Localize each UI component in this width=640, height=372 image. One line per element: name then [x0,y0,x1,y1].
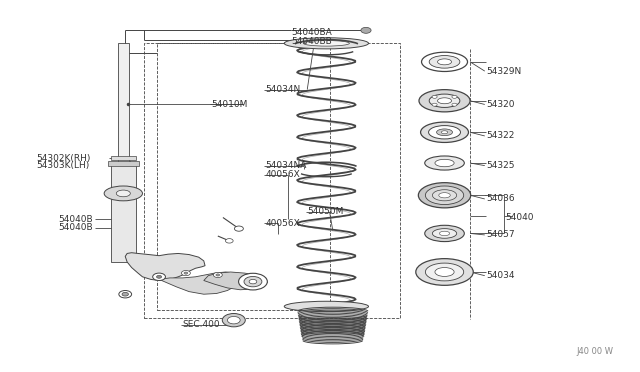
Ellipse shape [442,131,448,134]
Text: 54034N: 54034N [266,85,301,94]
Circle shape [432,95,437,98]
Circle shape [153,273,166,280]
Polygon shape [204,272,268,290]
Circle shape [119,291,132,298]
Circle shape [181,270,190,276]
Circle shape [157,275,162,278]
Ellipse shape [419,183,470,208]
Bar [111,162,136,262]
Circle shape [452,103,457,106]
Ellipse shape [426,186,464,205]
Circle shape [227,317,240,324]
Text: 54040: 54040 [505,213,534,222]
Text: 54329N: 54329N [486,67,522,76]
Ellipse shape [116,190,131,197]
Ellipse shape [239,273,268,290]
Text: SEC.400: SEC.400 [182,321,220,330]
Ellipse shape [439,193,451,198]
Text: 40056X: 40056X [266,219,300,228]
Text: 54034: 54034 [486,271,515,280]
Text: J40 00 W: J40 00 W [577,347,614,356]
Text: 54050M: 54050M [307,208,344,217]
Ellipse shape [416,259,473,285]
Ellipse shape [433,229,457,238]
Ellipse shape [435,267,454,276]
Ellipse shape [284,301,369,312]
Ellipse shape [438,59,452,65]
Ellipse shape [284,38,369,49]
Ellipse shape [422,52,467,71]
Ellipse shape [425,156,465,170]
Circle shape [452,95,457,98]
Text: 54036: 54036 [486,195,515,203]
Polygon shape [125,253,205,280]
Text: 54302K(RH): 54302K(RH) [36,154,90,163]
Text: 54034NA: 54034NA [266,161,307,170]
Text: 54040B: 54040B [58,223,93,232]
Ellipse shape [440,231,450,235]
Text: 54322: 54322 [486,131,515,141]
Text: 54325: 54325 [486,161,515,170]
Polygon shape [159,272,242,294]
Ellipse shape [419,90,470,112]
Ellipse shape [420,122,468,142]
Ellipse shape [425,225,465,241]
Ellipse shape [438,98,452,104]
Ellipse shape [249,279,257,284]
Text: 54057: 54057 [486,230,515,240]
Circle shape [361,28,371,33]
Bar [145,43,400,318]
Ellipse shape [429,94,460,108]
Bar [118,43,129,162]
Bar [111,155,136,160]
Ellipse shape [436,129,452,136]
Ellipse shape [426,263,464,281]
Ellipse shape [435,159,454,167]
Ellipse shape [429,55,460,68]
Ellipse shape [429,126,461,139]
Text: 54303K(LH): 54303K(LH) [36,161,89,170]
Circle shape [122,292,129,296]
Circle shape [222,314,245,327]
Text: 54320: 54320 [486,100,515,109]
Ellipse shape [244,276,262,287]
Text: 54040BB: 54040BB [291,37,332,46]
Circle shape [234,226,243,231]
Ellipse shape [433,190,457,201]
Bar [108,161,139,166]
Circle shape [216,274,220,276]
Circle shape [213,272,222,278]
Text: 54010M: 54010M [211,100,248,109]
Ellipse shape [104,186,143,201]
Circle shape [184,272,188,274]
Text: 40056X: 40056X [266,170,300,179]
Bar [157,43,330,310]
Text: 54040B: 54040B [58,215,93,224]
Text: 54040BA: 54040BA [291,28,332,37]
Circle shape [225,238,233,243]
Ellipse shape [303,41,349,46]
Circle shape [432,103,437,106]
